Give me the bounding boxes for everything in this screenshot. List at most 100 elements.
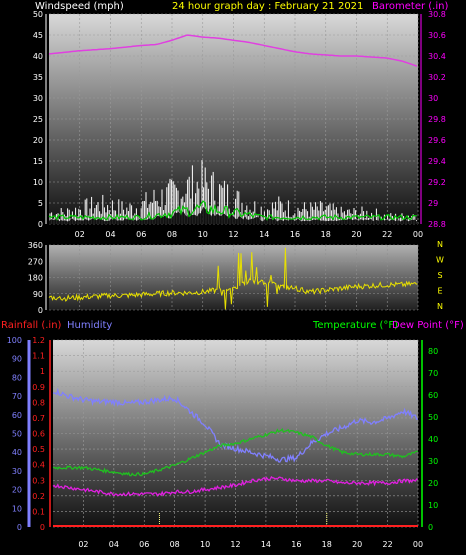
baro-y-tick-label: 30.6: [428, 31, 446, 40]
humidity-line: [52, 387, 418, 463]
wind-x-tick-label: 16: [290, 230, 300, 239]
wind-x-tick-label: 12: [228, 230, 238, 239]
climate-x-tick-label: 20: [352, 540, 362, 549]
wind-x-tick-label: 22: [382, 230, 392, 239]
rain-y-tick-label: 1.1: [32, 352, 45, 361]
wind-y-tick-label: 20: [33, 136, 43, 145]
climate-x-tick-label: 10: [200, 540, 210, 549]
chart-title: 24 hour graph day : February 21 2021: [172, 1, 364, 12]
wind-y-tick-label: 45: [33, 31, 43, 40]
wind-y-tick-label: 5: [38, 199, 43, 208]
direction-y-tick-label: 180: [28, 274, 43, 283]
barometer-line: [48, 34, 418, 67]
climate-x-tick-label: 22: [382, 540, 392, 549]
direction-compass-label: E: [437, 287, 442, 296]
wind-y-tick-label: 30: [33, 94, 43, 103]
baro-y-tick-label: 30: [428, 94, 438, 103]
rain-y-tick-label: 0.9: [32, 383, 45, 392]
humidity-y-tick-label: 40: [12, 448, 22, 457]
wind-x-tick-label: 08: [167, 230, 177, 239]
wind-x-tick-label: 00: [413, 230, 423, 239]
temperature-y-tick-label: 40: [428, 435, 438, 444]
climate-x-tick-label: 18: [322, 540, 332, 549]
dewpoint-line: [52, 475, 418, 497]
rain-y-tick-label: 0.6: [32, 430, 45, 439]
rain-y-tick-label: 0.5: [32, 445, 45, 454]
rainfall-axis-label: Rainfall (.in): [1, 320, 62, 331]
wind-x-tick-label: 06: [136, 230, 146, 239]
wind-x-tick-label: 14: [259, 230, 269, 239]
humidity-y-tick-label: 20: [12, 486, 22, 495]
wind-x-tick-label: 20: [351, 230, 361, 239]
wind-y-tick-label: 25: [33, 115, 43, 124]
wind-direction-line: [48, 247, 418, 310]
direction-y-tick-label: 270: [28, 257, 43, 266]
climate-x-tick-label: 14: [261, 540, 271, 549]
humidity-y-tick-label: 30: [12, 467, 22, 476]
direction-compass-label: N: [437, 240, 443, 249]
climate-x-tick-label: 12: [230, 540, 240, 549]
direction-y-tick-label: 90: [33, 290, 43, 299]
baro-y-tick-label: 30.2: [428, 73, 446, 82]
baro-y-tick-label: 30.4: [428, 52, 446, 61]
wind-x-tick-label: 18: [321, 230, 331, 239]
wind-x-tick-label: 04: [105, 230, 115, 239]
humidity-y-tick-label: 70: [12, 392, 22, 401]
rain-y-tick-label: 0: [40, 523, 45, 532]
humidity-y-tick-label: 90: [12, 355, 22, 364]
temperature-y-tick-label: 60: [428, 391, 438, 400]
humidity-y-tick-label: 0: [17, 523, 22, 532]
rain-y-tick-label: 0.1: [32, 507, 45, 516]
temperature-y-tick-label: 0: [428, 523, 433, 532]
humidity-y-tick-label: 60: [12, 411, 22, 420]
humidity-y-tick-label: 80: [12, 373, 22, 382]
rain-y-tick-label: 0.3: [32, 476, 45, 485]
wind-y-tick-label: 40: [33, 52, 43, 61]
rain-y-tick-label: 0.7: [32, 414, 45, 423]
direction-y-tick-label: 0: [38, 306, 43, 315]
temperature-line: [52, 428, 419, 477]
rain-y-tick-label: 1: [40, 367, 45, 376]
climate-x-tick-label: 02: [78, 540, 88, 549]
climate-x-tick-label: 16: [291, 540, 301, 549]
wind-y-tick-label: 0: [38, 220, 43, 229]
baro-y-tick-label: 29.2: [428, 178, 446, 187]
dewpoint-axis-label: Dew Point (°F): [392, 320, 464, 331]
rain-y-tick-label: 0.8: [32, 398, 45, 407]
temperature-y-tick-label: 50: [428, 413, 438, 422]
wind-y-tick-label: 15: [33, 157, 43, 166]
climate-x-tick-label: 04: [109, 540, 119, 549]
baro-y-tick-label: 30.8: [428, 10, 446, 19]
direction-compass-label: W: [436, 256, 444, 265]
direction-y-tick-label: 360: [28, 241, 43, 250]
temperature-y-tick-label: 80: [428, 347, 438, 356]
wind-average-line: [48, 200, 418, 221]
wind-x-tick-label: 02: [75, 230, 85, 239]
humidity-y-tick-label: 100: [7, 336, 22, 345]
rain-y-tick-label: 0.2: [32, 492, 45, 501]
wind-y-tick-label: 50: [33, 10, 43, 19]
direction-compass-label: S: [437, 271, 442, 280]
climate-x-tick-label: 08: [170, 540, 180, 549]
temperature-y-tick-label: 70: [428, 369, 438, 378]
wind-y-tick-label: 10: [33, 178, 43, 187]
wind-y-tick-label: 35: [33, 73, 43, 82]
rain-y-tick-label: 1.2: [32, 336, 45, 345]
rain-y-tick-label: 0.4: [32, 461, 45, 470]
humidity-y-tick-label: 50: [12, 430, 22, 439]
baro-y-tick-label: 29: [428, 199, 438, 208]
baro-y-tick-label: 29.6: [428, 136, 446, 145]
humidity-y-tick-label: 10: [12, 504, 22, 513]
humidity-axis-label: Humidity: [67, 320, 113, 331]
temperature-y-tick-label: 20: [428, 479, 438, 488]
wind-x-tick-label: 10: [198, 230, 208, 239]
baro-y-tick-label: 28.8: [428, 220, 446, 229]
temperature-y-tick-label: 10: [428, 501, 438, 510]
temperature-y-tick-label: 30: [428, 457, 438, 466]
climate-x-tick-label: 00: [413, 540, 423, 549]
climate-x-tick-label: 06: [139, 540, 149, 549]
wind-axis-label: Windspeed (mph): [35, 1, 124, 12]
direction-compass-label: N: [437, 302, 443, 311]
baro-y-tick-label: 29.4: [428, 157, 446, 166]
